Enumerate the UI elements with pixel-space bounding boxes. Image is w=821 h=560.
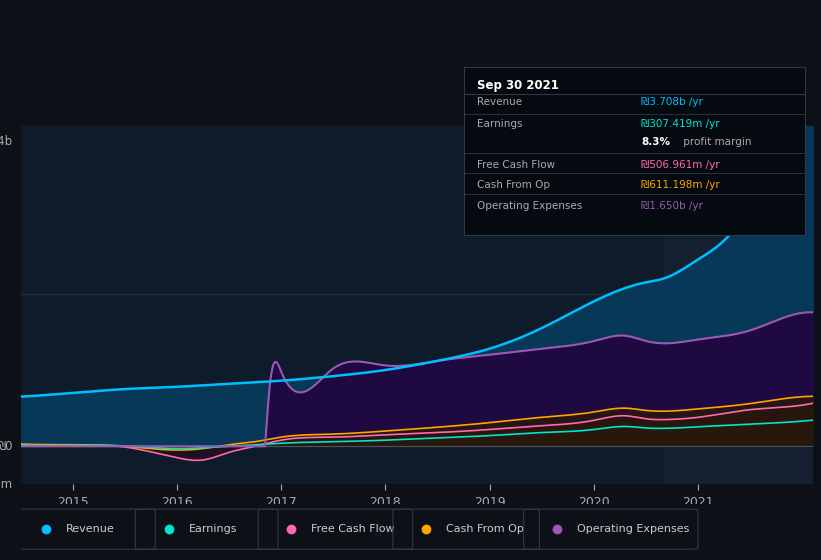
Text: Sep 30 2021: Sep 30 2021: [478, 79, 559, 92]
Text: -₪500m: -₪500m: [0, 478, 12, 491]
Text: ₪506.961m /yr: ₪506.961m /yr: [641, 160, 720, 170]
Text: Revenue: Revenue: [66, 524, 114, 534]
Text: profit margin: profit margin: [681, 137, 752, 147]
Text: Free Cash Flow: Free Cash Flow: [478, 160, 556, 170]
Text: Revenue: Revenue: [478, 97, 523, 108]
Text: Operating Expenses: Operating Expenses: [576, 524, 689, 534]
Text: Cash From Op: Cash From Op: [478, 180, 551, 190]
Text: ₪307.419m /yr: ₪307.419m /yr: [641, 119, 720, 129]
Text: Free Cash Flow: Free Cash Flow: [311, 524, 395, 534]
Text: Earnings: Earnings: [189, 524, 237, 534]
Text: ₪1.650b /yr: ₪1.650b /yr: [641, 201, 703, 211]
Text: Cash From Op: Cash From Op: [446, 524, 524, 534]
Text: ₪611.198m /yr: ₪611.198m /yr: [641, 180, 720, 190]
Bar: [663, 126, 821, 484]
Text: Earnings: Earnings: [478, 119, 523, 129]
Text: 8.3%: 8.3%: [641, 137, 670, 147]
Text: ₪3.708b /yr: ₪3.708b /yr: [641, 97, 703, 108]
Text: ₪4b: ₪4b: [0, 135, 12, 148]
Text: Operating Expenses: Operating Expenses: [478, 201, 583, 211]
Text: ₪0: ₪0: [0, 440, 12, 453]
